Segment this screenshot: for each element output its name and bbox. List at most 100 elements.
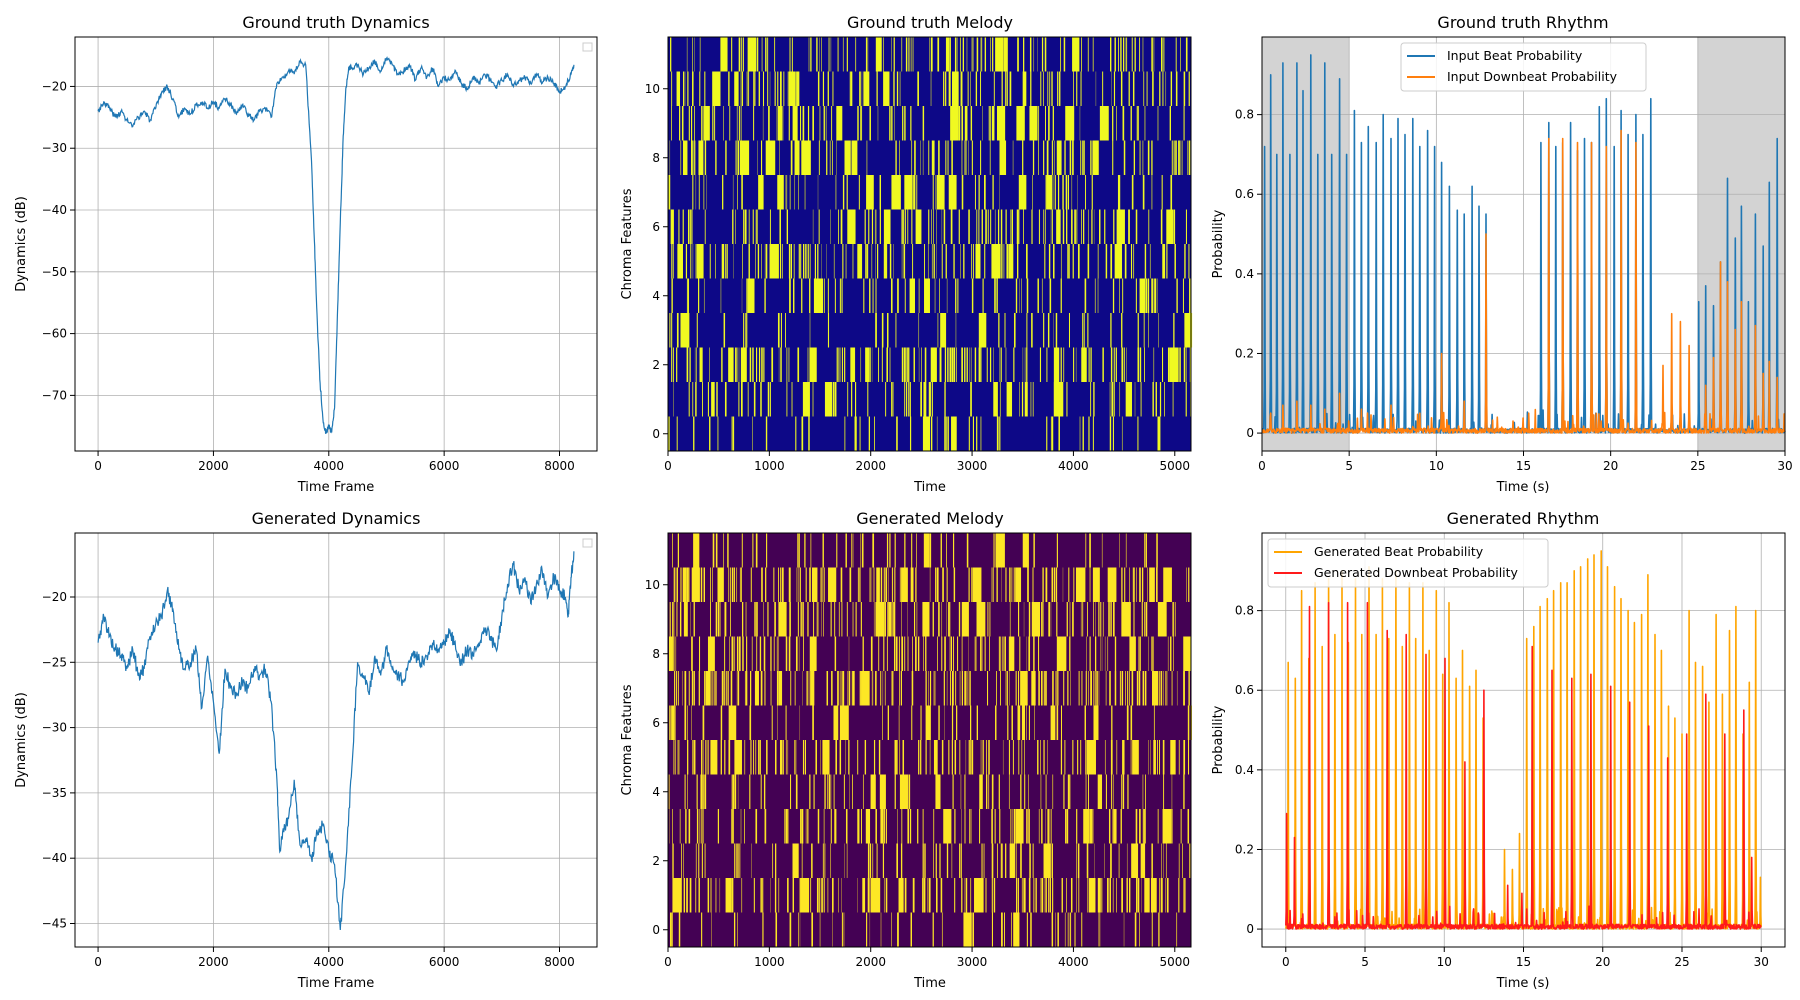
x-tick-label: 25 [1690, 459, 1705, 473]
chroma-cell [914, 878, 915, 913]
chroma-cell [682, 209, 684, 244]
chroma-cell [1075, 567, 1086, 602]
chroma-cell [1121, 347, 1124, 382]
chroma-cell [671, 912, 673, 947]
chroma-cell [788, 244, 791, 279]
chroma-cell [1069, 774, 1071, 809]
chroma-cell [872, 843, 874, 878]
chroma-cell [901, 636, 904, 671]
x-tick-label: 4000 [1058, 459, 1089, 473]
legend-label-beat: Generated Beat Probability [1314, 544, 1484, 559]
chroma-cell [1161, 878, 1163, 913]
chroma-cell [956, 705, 958, 740]
chroma-cell [938, 140, 940, 175]
x-tick-label: 1000 [754, 459, 785, 473]
chroma-cell [1026, 244, 1028, 279]
chroma-cell [916, 533, 917, 568]
chroma-cell [1013, 809, 1016, 844]
chroma-cell [978, 313, 987, 348]
chroma-cell [822, 71, 825, 106]
chroma-cell [976, 602, 986, 637]
chroma-cell [1051, 209, 1053, 244]
chroma-cell [824, 843, 826, 878]
chroma-cell [841, 278, 843, 313]
chroma-cell [683, 878, 686, 913]
chroma-cell [930, 416, 933, 451]
chroma-cell [1031, 209, 1033, 244]
chroma-cell [925, 636, 927, 671]
chroma-cell [887, 705, 890, 740]
chroma-cell [1021, 382, 1024, 417]
chroma-cell [1042, 567, 1044, 602]
chroma-cell [767, 71, 769, 106]
chroma-cell [672, 602, 674, 637]
chroma-cell [1041, 809, 1043, 844]
x-tick-label: 30 [1754, 955, 1769, 969]
chroma-cell [669, 705, 670, 740]
chroma-cell [693, 602, 695, 637]
chroma-cell [1081, 347, 1087, 382]
chroma-cell [1052, 671, 1054, 706]
chroma-cell [960, 71, 963, 106]
chroma-cell [987, 671, 989, 706]
chroma-cell [947, 347, 949, 382]
chroma-cell [930, 347, 937, 382]
chroma-cell [1165, 878, 1166, 913]
chroma-cell [715, 878, 717, 913]
chroma-cell [1093, 382, 1095, 417]
chroma-cell [1098, 602, 1100, 637]
chroma-cell [1070, 912, 1072, 947]
chroma-cell [805, 567, 807, 602]
chroma-cell [683, 843, 684, 878]
chroma-cell [880, 567, 883, 602]
chroma-cell [769, 382, 771, 417]
chroma-cell [781, 244, 783, 279]
chroma-cell [1118, 37, 1119, 72]
chroma-cell [1029, 37, 1032, 72]
chroma-cell [1171, 671, 1173, 706]
chroma-cell [1023, 878, 1026, 913]
chroma-cell [875, 37, 882, 72]
chroma-cell [881, 313, 884, 348]
x-tick-label: 3000 [957, 955, 988, 969]
chroma-cell [980, 416, 982, 451]
shaded-region [1262, 37, 1350, 451]
y-tick-label: 4 [652, 785, 660, 799]
chroma-cell [869, 878, 871, 913]
chroma-cell [728, 347, 734, 382]
chroma-cell [870, 774, 876, 809]
chroma-cell [801, 809, 804, 844]
chroma-cell [1146, 71, 1148, 106]
chroma-cell [1144, 347, 1145, 382]
chroma-cell [671, 705, 675, 740]
chroma-cell [1077, 740, 1079, 775]
chroma-cell [1041, 602, 1043, 637]
chroma-cell [1000, 209, 1003, 244]
x-axis-label: Time Frame [297, 480, 374, 495]
chroma-cell [1006, 244, 1009, 279]
chroma-cell [679, 809, 681, 844]
chroma-cell [728, 71, 730, 106]
x-tick-label: 4000 [314, 955, 345, 969]
chroma-cell [979, 774, 983, 809]
chroma-cell [871, 209, 874, 244]
chroma-cell [883, 71, 890, 106]
chroma-cell [1112, 602, 1115, 637]
chroma-cell [938, 602, 940, 637]
chroma-cell [773, 567, 775, 602]
chroma-cell [1057, 671, 1059, 706]
chroma-cell [970, 106, 973, 141]
chroma-cell [753, 106, 755, 141]
chroma-cell [739, 567, 741, 602]
chroma-cell [1032, 175, 1033, 210]
chroma-cell [1109, 416, 1112, 451]
chroma-cell [1097, 878, 1101, 913]
chroma-cell [1072, 37, 1080, 72]
chroma-cell [923, 533, 930, 568]
chroma-cell [689, 878, 692, 913]
chroma-cell [1136, 671, 1139, 706]
chroma-cell [1010, 809, 1012, 844]
chroma-cell [686, 567, 689, 602]
chroma-cell [788, 347, 790, 382]
chroma-cell [845, 244, 847, 279]
